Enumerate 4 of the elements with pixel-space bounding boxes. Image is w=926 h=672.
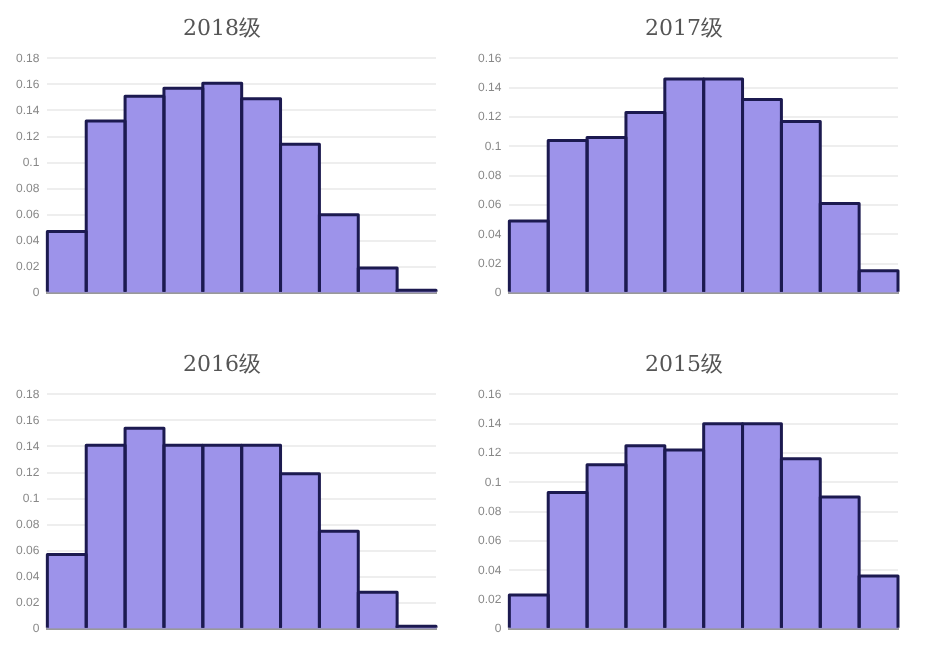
chart-title: 2015级 <box>645 350 723 377</box>
chart-title: 2017级 <box>645 14 723 41</box>
chart-title: 2016级 <box>183 350 261 377</box>
chart-title: 2018级 <box>183 14 261 41</box>
